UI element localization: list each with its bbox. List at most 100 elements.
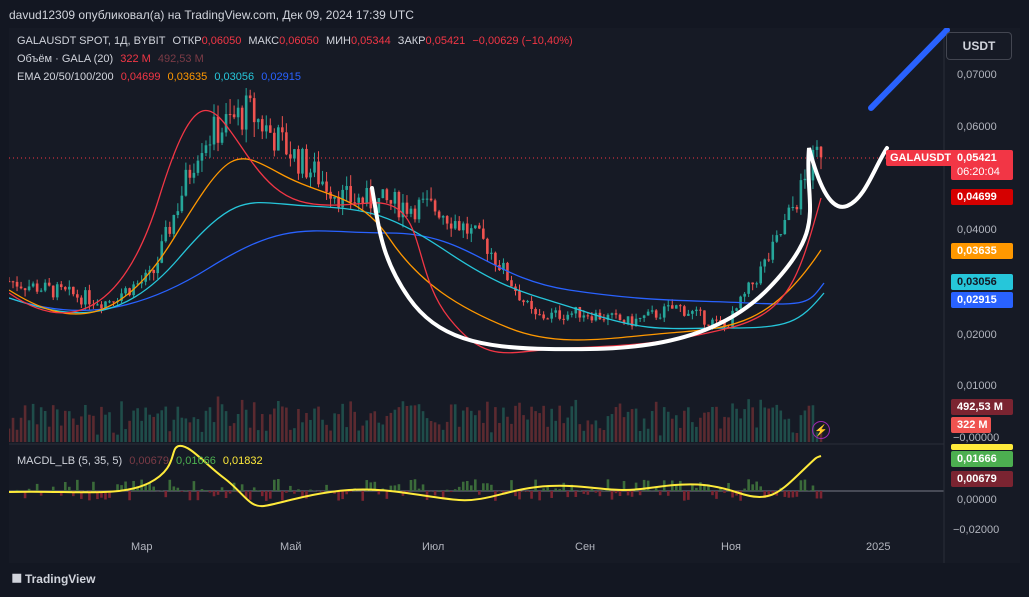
candle-body xyxy=(67,286,71,290)
candle-body xyxy=(590,316,594,321)
macd-histogram-bar xyxy=(39,491,43,496)
candle-body xyxy=(260,119,264,132)
candle-body xyxy=(285,132,288,155)
macd-histogram-bar xyxy=(614,491,618,494)
candle-body xyxy=(172,215,176,234)
volume-bar xyxy=(252,402,256,442)
volume-bar xyxy=(164,406,168,442)
candle-body xyxy=(530,300,533,309)
candle-body xyxy=(490,252,493,254)
volume-bar xyxy=(236,413,240,442)
macd-histogram-bar xyxy=(297,489,300,491)
time-label-1: Май xyxy=(280,541,302,553)
macd-histogram-bar xyxy=(389,485,393,491)
candle-body xyxy=(630,316,634,327)
macd-histogram-bar xyxy=(325,484,328,491)
macd-histogram-bar xyxy=(574,491,578,497)
macd-histogram-bar xyxy=(679,480,682,491)
volume-bar xyxy=(148,414,151,442)
candle-body xyxy=(502,262,505,271)
candle-body xyxy=(566,314,570,320)
macd-histogram-bar xyxy=(622,480,626,491)
macd-histogram-bar xyxy=(361,491,365,501)
macd-histogram-bar xyxy=(285,491,288,493)
macd-histogram-bar xyxy=(260,491,264,497)
macd-histogram-bar xyxy=(373,481,377,491)
volume-bar xyxy=(453,404,457,442)
volume-bar xyxy=(313,408,316,442)
macd-histogram-bar xyxy=(152,486,156,491)
volume-bar xyxy=(361,425,365,442)
macd-histogram-bar xyxy=(35,483,39,491)
candle-body xyxy=(244,95,248,130)
candle-body xyxy=(699,309,702,311)
macd-histogram-bar xyxy=(570,484,574,491)
volume-value: 322 M xyxy=(120,53,151,65)
candle-body xyxy=(582,315,586,318)
macd-histogram-bar xyxy=(116,484,119,491)
lightning-icon[interactable]: ⚡ xyxy=(812,421,830,439)
volume-bar xyxy=(140,420,143,442)
chart-area[interactable]: GALAUSDT SPOT, 1Д, BYBIT ОТКР0,06050 МАК… xyxy=(9,28,1020,563)
candle-body xyxy=(47,282,51,286)
macd-histogram-bar xyxy=(192,481,196,491)
macd-histogram-bar xyxy=(256,490,260,491)
volume-bar xyxy=(634,408,638,442)
volume-bar xyxy=(578,424,582,442)
candle-body xyxy=(59,284,63,288)
candle-body xyxy=(449,223,453,229)
candle-body xyxy=(433,200,437,212)
macd-histogram-bar xyxy=(638,491,642,496)
candle-body xyxy=(156,262,160,274)
footer: ⯀ TradingView xyxy=(0,565,1029,597)
macd-histogram-bar xyxy=(208,491,212,493)
candle-body xyxy=(594,312,598,321)
candle-body xyxy=(337,196,340,208)
currency-button[interactable]: USDT xyxy=(946,32,1012,60)
ema-label: EMA 20/50/100/200 xyxy=(17,71,114,83)
volume-bar xyxy=(240,399,244,442)
macd-histogram-bar xyxy=(469,485,473,491)
macd-histogram-bar xyxy=(244,491,248,500)
volume-bar xyxy=(104,414,107,442)
candle-body xyxy=(9,281,11,283)
candle-body xyxy=(236,107,240,118)
candle-body xyxy=(494,252,497,266)
macd-histogram-bar xyxy=(228,491,232,494)
candle-body xyxy=(397,191,401,218)
volume-bar xyxy=(747,399,750,442)
macd-histogram-bar xyxy=(437,490,441,491)
volume-bar xyxy=(67,411,71,442)
candle-body xyxy=(510,280,513,287)
macd-histogram-bar xyxy=(642,479,646,491)
macd-histogram-bar xyxy=(19,490,23,491)
volume-bar xyxy=(490,432,493,442)
volume-bar xyxy=(72,418,75,442)
macd-histogram-bar xyxy=(594,491,598,493)
volume-bar xyxy=(610,414,614,442)
ema50-value: 0,03635 xyxy=(167,71,208,83)
macd-histogram-bar xyxy=(674,483,678,491)
price-chart-svg[interactable] xyxy=(9,28,1020,563)
candle-body xyxy=(763,259,767,267)
volume-bar xyxy=(208,407,212,442)
tradingview-logo[interactable]: ⯀ TradingView xyxy=(12,572,95,587)
volume-bar xyxy=(256,430,260,442)
price-label-4: 0,01000 xyxy=(957,380,997,392)
candle-body xyxy=(108,301,111,303)
candle-body xyxy=(273,132,276,151)
macd-histogram-bar xyxy=(377,491,381,495)
macd-histogram-bar xyxy=(120,485,123,491)
candle-body xyxy=(63,287,67,290)
volume-bar xyxy=(534,411,537,442)
macd-histogram-bar xyxy=(196,491,200,501)
macd-histogram-bar xyxy=(566,491,570,498)
volume-bar xyxy=(666,411,670,442)
volume-bar xyxy=(421,411,425,442)
volume-bar xyxy=(144,407,147,442)
candle-body xyxy=(80,297,83,305)
macd-histogram-bar xyxy=(277,479,280,491)
macd-histogram-bar xyxy=(293,491,296,494)
volume-bar xyxy=(803,410,807,442)
candle-body xyxy=(401,202,405,218)
